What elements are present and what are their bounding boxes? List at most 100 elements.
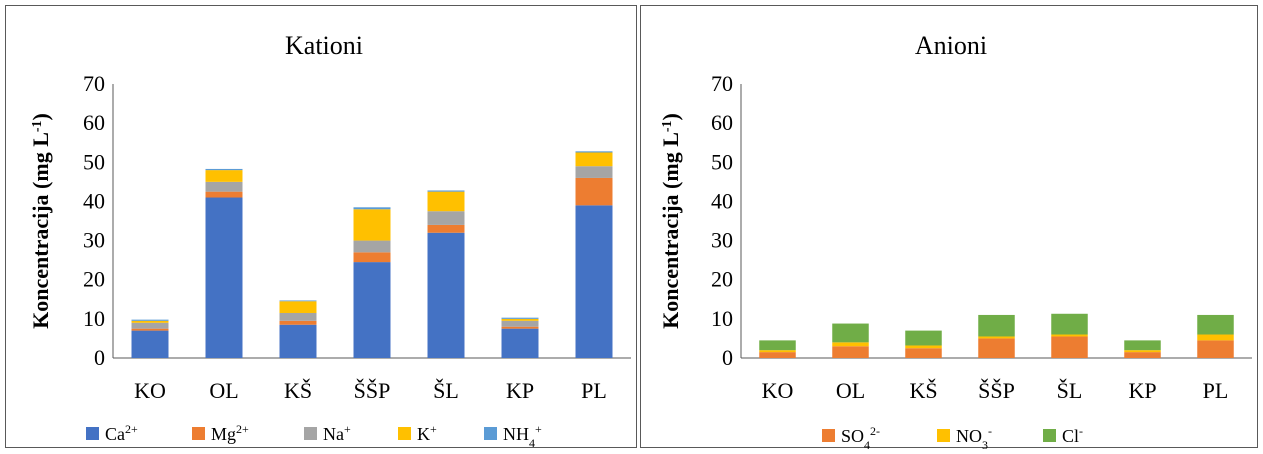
bar-segment-OL-2 (832, 323, 869, 343)
legend-swatch (1043, 429, 1056, 442)
bar-segment-KO-1 (759, 350, 796, 353)
y-tick-label: 20 (83, 267, 105, 292)
bar-segment-KP-2 (501, 320, 539, 327)
legend-swatch (192, 427, 205, 440)
bar-segment-KP-3 (501, 318, 539, 321)
bar-segment-KO-2 (759, 340, 796, 351)
y-axis-label: Koncentracija (mg L-1) (658, 113, 683, 329)
kationi-chart: Kationi Koncentracija (mg L-1) 0 10 20 30 40 50… (28, 31, 631, 449)
bar-segment-ŠŠP-1 (353, 252, 391, 263)
y-tick-label: 10 (711, 306, 733, 331)
chart-title: Kationi (285, 31, 363, 60)
legend-swatch (304, 427, 317, 440)
bar-segment-KŠ-0 (905, 348, 942, 358)
bar-segment-KO-4 (131, 319, 169, 321)
bar-segment-KP-0 (501, 328, 539, 358)
chart-panel-anioni: Anioni Koncentracija (mg L-1) 0 10 20 30 40 50 6… (640, 5, 1258, 449)
x-tick-label: KO (134, 378, 166, 403)
bar-segment-PL-4 (575, 151, 613, 153)
bar-segment-PL-0 (1197, 340, 1234, 358)
y-tick-label: 20 (711, 267, 733, 292)
x-tick-label: OL (209, 378, 238, 403)
y-tick-label: 30 (83, 228, 105, 253)
y-tick-label: 40 (83, 188, 105, 213)
bar-segment-ŠŠP-4 (353, 207, 391, 210)
bar-segment-ŠL-4 (427, 190, 465, 192)
legend-label: K+ (417, 422, 437, 444)
legend-label: SO42- (841, 424, 880, 449)
bar-segment-ŠŠP-2 (978, 314, 1015, 337)
chart-title: Anioni (915, 31, 987, 60)
y-tick-label: 60 (83, 110, 105, 135)
bar-segment-ŠŠP-3 (353, 209, 391, 241)
bar-segment-KŠ-3 (279, 301, 317, 313)
legend-swatch (86, 427, 99, 440)
bar-segment-KP-2 (1124, 340, 1161, 351)
y-tick-label: 50 (711, 149, 733, 174)
x-tick-label: KŠ (909, 378, 937, 403)
legend-label: NH4+ (503, 422, 542, 449)
bar-segment-KP-4 (501, 317, 539, 319)
bar-segment-OL-2 (205, 181, 243, 192)
legend-swatch (822, 429, 835, 442)
bar-segment-ŠL-2 (1051, 313, 1088, 335)
x-tick-label: KP (1128, 378, 1156, 403)
bar-segment-ŠL-0 (427, 232, 465, 358)
bar-segment-KŠ-1 (905, 345, 942, 349)
y-tick-label: 50 (83, 149, 105, 174)
x-tick-label: ŠL (433, 378, 459, 403)
y-tick-label: 10 (83, 306, 105, 331)
bar-segment-KP-1 (501, 326, 539, 329)
bar-segment-ŠL-1 (1051, 334, 1088, 337)
bar-segment-KO-0 (759, 352, 796, 358)
bar-segment-PL-1 (575, 177, 613, 206)
bar-segment-ŠŠP-2 (353, 240, 391, 253)
x-tick-label: PL (581, 378, 607, 403)
legend-label: Cl- (1062, 424, 1083, 446)
legend-label: Mg2+ (211, 422, 249, 444)
legend-label: Na+ (323, 422, 351, 444)
x-tick-label: KŠ (284, 378, 312, 403)
bar-segment-KO-3 (131, 320, 169, 323)
bar-segment-OL-0 (205, 197, 243, 358)
bar-segment-KO-1 (131, 328, 169, 331)
bar-segment-KP-1 (1124, 350, 1161, 353)
bar-segment-KO-0 (131, 330, 169, 358)
bar-segment-KP-0 (1124, 352, 1161, 358)
legend-label: NO3- (956, 424, 992, 449)
y-tick-label: 0 (94, 345, 105, 370)
y-tick-label: 40 (711, 188, 733, 213)
bar-segment-KŠ-0 (279, 324, 317, 358)
legend-swatch (398, 427, 411, 440)
bar-segment-KŠ-2 (905, 330, 942, 346)
bar-segment-PL-1 (1197, 334, 1234, 341)
legend-swatch (937, 429, 950, 442)
bar-segment-KO-2 (131, 322, 169, 329)
bar-segment-OL-1 (832, 342, 869, 347)
anioni-chart: Anioni Koncentracija (mg L-1) 0 10 20 30 40 50 6… (658, 31, 1252, 449)
bar-segment-ŠŠP-0 (978, 338, 1015, 358)
bar-segment-ŠL-1 (427, 224, 465, 233)
bar-segment-OL-3 (205, 170, 243, 182)
y-tick-label: 60 (711, 110, 733, 135)
x-tick-label: KO (762, 378, 794, 403)
y-tick-label: 30 (711, 228, 733, 253)
bar-segment-ŠŠP-0 (353, 262, 391, 358)
legend-swatch (484, 427, 497, 440)
bar-segment-PL-2 (1197, 314, 1234, 335)
bar-segment-ŠL-2 (427, 211, 465, 225)
bar-segment-OL-0 (832, 346, 869, 358)
x-tick-label: ŠŠP (978, 378, 1015, 403)
y-tick-label: 70 (83, 71, 105, 96)
bar-segment-KŠ-2 (279, 312, 317, 321)
x-tick-label: ŠL (1057, 378, 1083, 403)
y-axis-label: Koncentracija (mg L-1) (28, 113, 53, 329)
bar-segment-ŠL-0 (1051, 336, 1088, 358)
bar-segment-ŠL-3 (427, 191, 465, 212)
bar-segment-PL-3 (575, 152, 613, 167)
legend-label: Ca2+ (105, 422, 138, 444)
x-tick-label: OL (836, 378, 865, 403)
chart-panel-kationi: Kationi Koncentracija (mg L-1) 0 10 20 30 40 50… (5, 5, 637, 449)
bar-segment-KŠ-1 (279, 320, 317, 325)
bar-segment-PL-2 (575, 166, 613, 178)
